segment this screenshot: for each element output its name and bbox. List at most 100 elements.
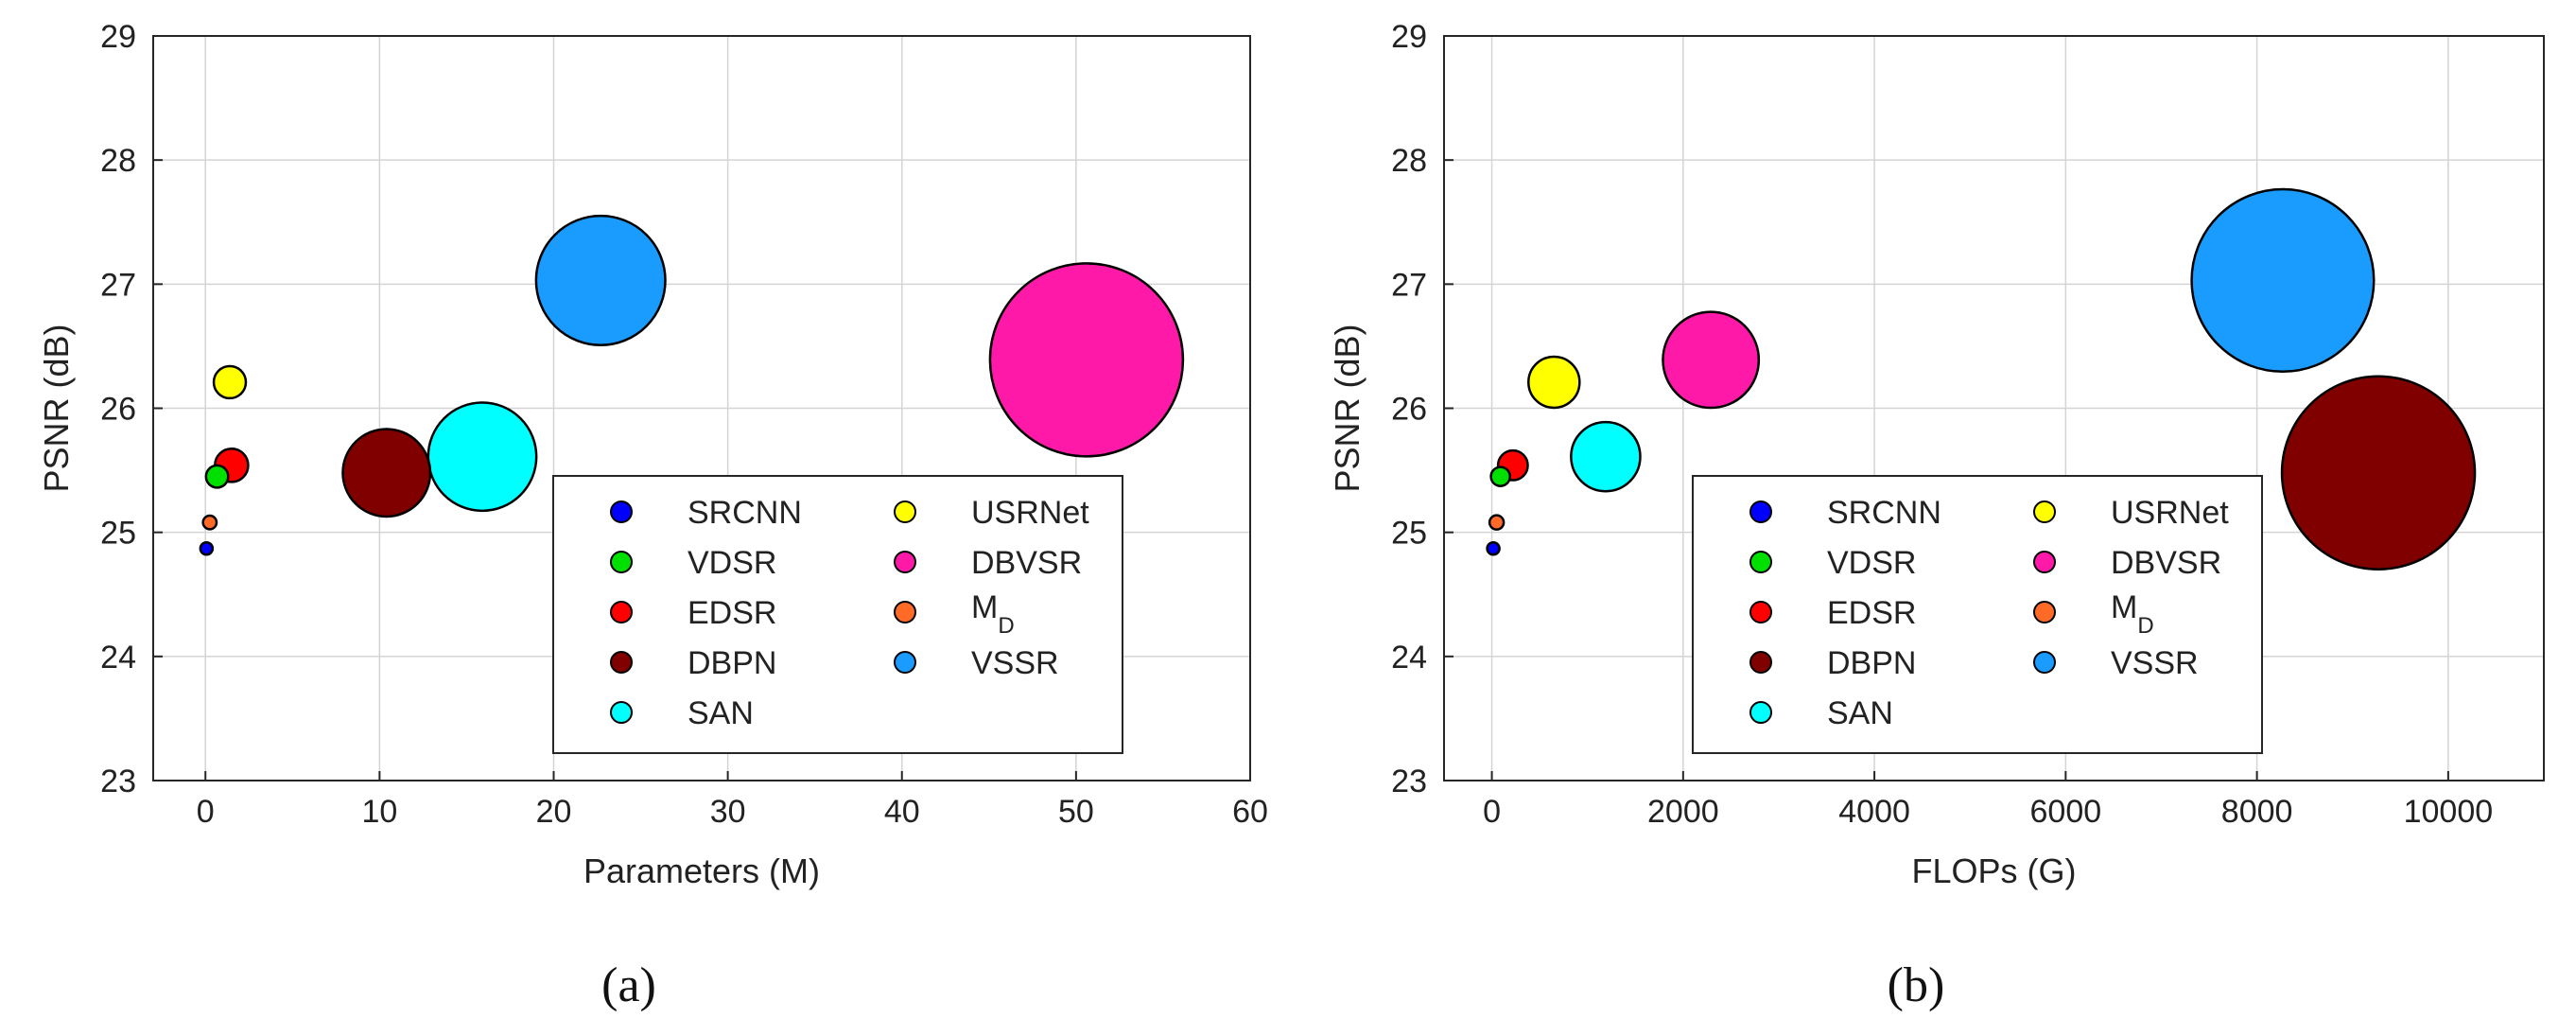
legend: SRCNN VDSR EDSR DBPN SAN USRNet DBVSR MD VSSR: [1692, 475, 2263, 754]
legend-label: MD: [2111, 589, 2154, 639]
legend-label: EDSR: [1827, 595, 1916, 631]
legend-marker: [610, 500, 633, 523]
legend-label: DBVSR: [971, 545, 1082, 581]
legend-box: [552, 475, 1123, 754]
bubble-m-d: [201, 514, 218, 531]
bubble-layer: [1486, 187, 2477, 571]
bubble-vssr: [534, 214, 667, 346]
x-tick-label: 2000: [1647, 794, 1719, 830]
bubble-vssr: [2190, 187, 2376, 373]
y-tick-label: 26: [1391, 392, 1427, 428]
x-tick-label: 4000: [1838, 794, 1910, 830]
legend-marker: [1749, 701, 1772, 724]
bubble-dbpn: [2280, 375, 2477, 571]
x-tick-label: 20: [536, 794, 572, 830]
y-tick-label: 27: [1391, 267, 1427, 303]
y-tick-label: 23: [1391, 764, 1427, 799]
chart-panel-b: 0 2000 4000 6000 8000 10000 23 24 25 26 27 28 29 FLOP…: [1328, 19, 2545, 890]
legend-label: DBPN: [688, 645, 776, 681]
legend-item: DBPN: [610, 645, 776, 681]
bubble-dbvsr: [988, 262, 1185, 458]
legend-marker: [1749, 651, 1772, 674]
legend-label: MD: [971, 589, 1015, 639]
y-tick-label: 26: [100, 392, 136, 428]
x-tick-label: 40: [884, 794, 920, 830]
bubble-san: [426, 401, 538, 513]
x-tick-label: 50: [1058, 794, 1094, 830]
legend-marker: [2033, 500, 2056, 523]
bubble-srcnn: [1486, 540, 1501, 556]
y-tick-label: 29: [100, 19, 136, 55]
legend-item: SAN: [610, 695, 754, 731]
legend-marker: [2033, 651, 2056, 674]
legend-marker: [894, 551, 916, 573]
bubble-layer: [199, 214, 1185, 556]
bubble-usrnet: [1527, 355, 1581, 410]
legend-item: DBPN: [1749, 645, 1916, 681]
legend-label: DBVSR: [2111, 545, 2221, 581]
legend-marker: [610, 701, 633, 724]
legend-label: USRNet: [971, 495, 1089, 531]
legend-item: VSSR: [2033, 645, 2199, 681]
legend-item: VSSR: [894, 645, 1059, 681]
legend-marker: [1749, 500, 1772, 523]
legend-label: SRCNN: [1827, 495, 1941, 531]
legend-label: USRNet: [2111, 495, 2229, 531]
bubble-vdsr: [1489, 465, 1511, 487]
chart-panel-a: 0 10 20 30 40 50 60 23 24 25 26 27 28 29 Parameters (M…: [37, 19, 1268, 890]
bubble-usrnet: [212, 364, 248, 400]
legend-item: MD: [894, 589, 1015, 639]
x-axis-title: Parameters (M): [583, 852, 820, 890]
legend-marker: [610, 601, 633, 623]
legend-item: VDSR: [1749, 545, 1916, 581]
bubble-vdsr: [204, 464, 230, 489]
legend-item: EDSR: [610, 595, 776, 631]
y-tick-label: 24: [1391, 640, 1427, 676]
x-tick-label: 0: [197, 794, 215, 830]
x-tick-label: 10: [361, 794, 397, 830]
legend-marker: [894, 500, 916, 523]
y-tick-label: 27: [100, 267, 136, 303]
x-tick-label: 8000: [2221, 794, 2293, 830]
legend-marker: [2033, 551, 2056, 573]
x-tick-label: 0: [1483, 794, 1501, 830]
x-tick-label: 6000: [2030, 794, 2102, 830]
legend-item: DBVSR: [2033, 545, 2221, 581]
caption-a: (a): [601, 958, 656, 1012]
legend-item: VDSR: [610, 545, 776, 581]
legend-label: VSSR: [971, 645, 1059, 681]
legend-item: SRCNN: [1749, 495, 1941, 531]
y-tick-label: 29: [1391, 19, 1427, 55]
y-axis-title: PSNR (dB): [1328, 324, 1366, 492]
caption-b: (b): [1888, 958, 1945, 1012]
legend-marker: [1749, 551, 1772, 573]
bubble-srcnn: [199, 540, 215, 556]
legend-item: USRNet: [894, 495, 1089, 531]
x-tick-label: 60: [1232, 794, 1268, 830]
legend-marker: [610, 651, 633, 674]
bubble-san: [1570, 420, 1642, 493]
legend-label: SAN: [688, 695, 754, 731]
legend-box: [1692, 475, 2263, 754]
legend-label: DBPN: [1827, 645, 1916, 681]
legend-item: USRNet: [2033, 495, 2229, 531]
y-tick-label: 24: [100, 640, 136, 676]
legend-label: VSSR: [2111, 645, 2199, 681]
y-axis-title: PSNR (dB): [37, 324, 76, 492]
legend-item: MD: [2033, 589, 2154, 639]
y-tick-label: 28: [100, 143, 136, 179]
legend-label: VDSR: [688, 545, 776, 581]
bubble-dbvsr: [1662, 310, 1761, 410]
legend-label: EDSR: [688, 595, 776, 631]
bubble-m-d: [1488, 514, 1506, 531]
legend-item: DBVSR: [894, 545, 1082, 581]
x-axis-title: FLOPs (G): [1911, 852, 2076, 890]
x-tick-label: 30: [710, 794, 746, 830]
legend-marker: [894, 651, 916, 674]
legend-label: SAN: [1827, 695, 1893, 731]
legend-marker: [2033, 601, 2056, 623]
legend-item: SAN: [1749, 695, 1893, 731]
legend-item: SRCNN: [610, 495, 802, 531]
legend: SRCNN VDSR EDSR DBPN SAN USRNet DBVSR MD VSSR: [552, 475, 1123, 754]
legend-label: SRCNN: [688, 495, 802, 531]
